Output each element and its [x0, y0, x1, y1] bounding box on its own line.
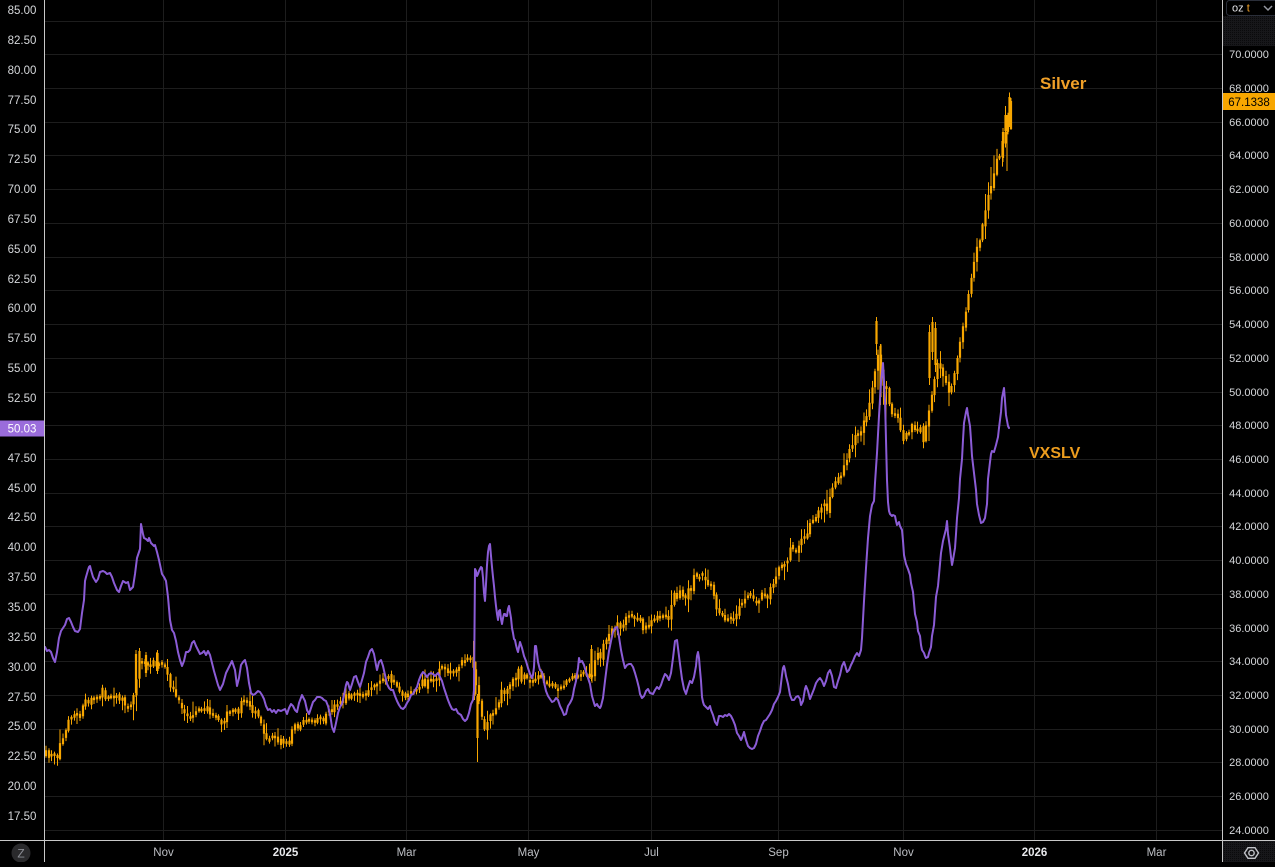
svg-text:65.00: 65.00 [8, 244, 37, 256]
svg-text:34.0000: 34.0000 [1229, 656, 1269, 668]
svg-text:40.0000: 40.0000 [1229, 555, 1269, 567]
svg-text:48.0000: 48.0000 [1229, 420, 1269, 432]
svg-text:45.00: 45.00 [8, 483, 37, 495]
svg-text:60.0000: 60.0000 [1229, 218, 1269, 230]
svg-text:30.0000: 30.0000 [1229, 724, 1269, 736]
svg-text:26.0000: 26.0000 [1229, 791, 1269, 803]
svg-text:VXSLV: VXSLV [1029, 445, 1081, 462]
svg-text:Silver: Silver [1040, 74, 1087, 93]
svg-text:20.00: 20.00 [8, 781, 37, 793]
svg-text:62.50: 62.50 [8, 274, 37, 286]
svg-text:Mar: Mar [397, 847, 417, 859]
svg-text:2026: 2026 [1022, 847, 1048, 859]
svg-text:25.00: 25.00 [8, 721, 37, 733]
svg-text:58.0000: 58.0000 [1229, 252, 1269, 264]
svg-text:47.50: 47.50 [8, 453, 37, 465]
svg-text:67.1338: 67.1338 [1228, 97, 1270, 109]
svg-text:35.00: 35.00 [8, 602, 37, 614]
svg-text:77.50: 77.50 [8, 95, 37, 107]
svg-text:27.50: 27.50 [8, 692, 37, 704]
svg-text:56.0000: 56.0000 [1229, 285, 1269, 297]
svg-text:May: May [518, 847, 540, 859]
svg-text:52.50: 52.50 [8, 393, 37, 405]
svg-text:80.00: 80.00 [8, 65, 37, 77]
svg-text:36.0000: 36.0000 [1229, 623, 1269, 635]
svg-text:52.0000: 52.0000 [1229, 353, 1269, 365]
svg-text:85.00: 85.00 [8, 5, 37, 17]
svg-text:60.00: 60.00 [8, 303, 37, 315]
svg-text:oz t: oz t [1232, 3, 1250, 15]
svg-text:72.50: 72.50 [8, 154, 37, 166]
svg-text:24.0000: 24.0000 [1229, 825, 1269, 837]
svg-text:70.0000: 70.0000 [1229, 49, 1269, 61]
svg-text:42.0000: 42.0000 [1229, 521, 1269, 533]
svg-text:Mar: Mar [1147, 847, 1167, 859]
svg-text:67.50: 67.50 [8, 214, 37, 226]
svg-text:70.00: 70.00 [8, 184, 37, 196]
svg-text:75.00: 75.00 [8, 124, 37, 136]
svg-text:62.0000: 62.0000 [1229, 184, 1269, 196]
svg-text:28.0000: 28.0000 [1229, 757, 1269, 769]
svg-text:42.50: 42.50 [8, 512, 37, 524]
svg-text:22.50: 22.50 [8, 751, 37, 763]
svg-text:30.00: 30.00 [8, 662, 37, 674]
svg-text:Z: Z [17, 847, 24, 861]
svg-text:46.0000: 46.0000 [1229, 454, 1269, 466]
svg-text:Nov: Nov [153, 847, 174, 859]
svg-text:54.0000: 54.0000 [1229, 319, 1269, 331]
svg-text:2025: 2025 [273, 847, 299, 859]
svg-text:32.0000: 32.0000 [1229, 690, 1269, 702]
svg-text:38.0000: 38.0000 [1229, 589, 1269, 601]
svg-text:57.50: 57.50 [8, 333, 37, 345]
svg-text:Nov: Nov [893, 847, 914, 859]
svg-text:40.00: 40.00 [8, 542, 37, 554]
svg-text:37.50: 37.50 [8, 572, 37, 584]
svg-text:50.03: 50.03 [8, 424, 37, 436]
svg-text:32.50: 32.50 [8, 632, 37, 644]
svg-text:82.50: 82.50 [8, 35, 37, 47]
svg-text:Jul: Jul [644, 847, 659, 859]
svg-text:55.00: 55.00 [8, 363, 37, 375]
svg-text:66.0000: 66.0000 [1229, 117, 1269, 129]
svg-text:64.0000: 64.0000 [1229, 150, 1269, 162]
svg-text:Sep: Sep [768, 847, 788, 859]
svg-text:50.0000: 50.0000 [1229, 387, 1269, 399]
svg-text:44.0000: 44.0000 [1229, 488, 1269, 500]
svg-text:17.50: 17.50 [8, 811, 37, 823]
